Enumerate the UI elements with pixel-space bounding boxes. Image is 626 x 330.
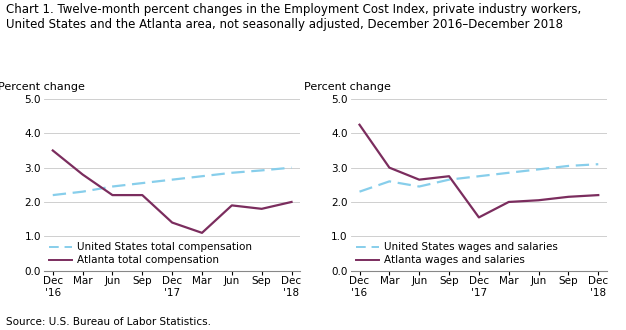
Legend: United States wages and salaries, Atlanta wages and salaries: United States wages and salaries, Atlant… (356, 242, 558, 265)
Text: Source: U.S. Bureau of Labor Statistics.: Source: U.S. Bureau of Labor Statistics. (6, 317, 211, 327)
Legend: United States total compensation, Atlanta total compensation: United States total compensation, Atlant… (49, 242, 252, 265)
Text: Percent change: Percent change (0, 82, 85, 92)
Text: Chart 1. Twelve-month percent changes in the Employment Cost Index, private indu: Chart 1. Twelve-month percent changes in… (6, 3, 582, 31)
Text: Percent change: Percent change (304, 82, 391, 92)
